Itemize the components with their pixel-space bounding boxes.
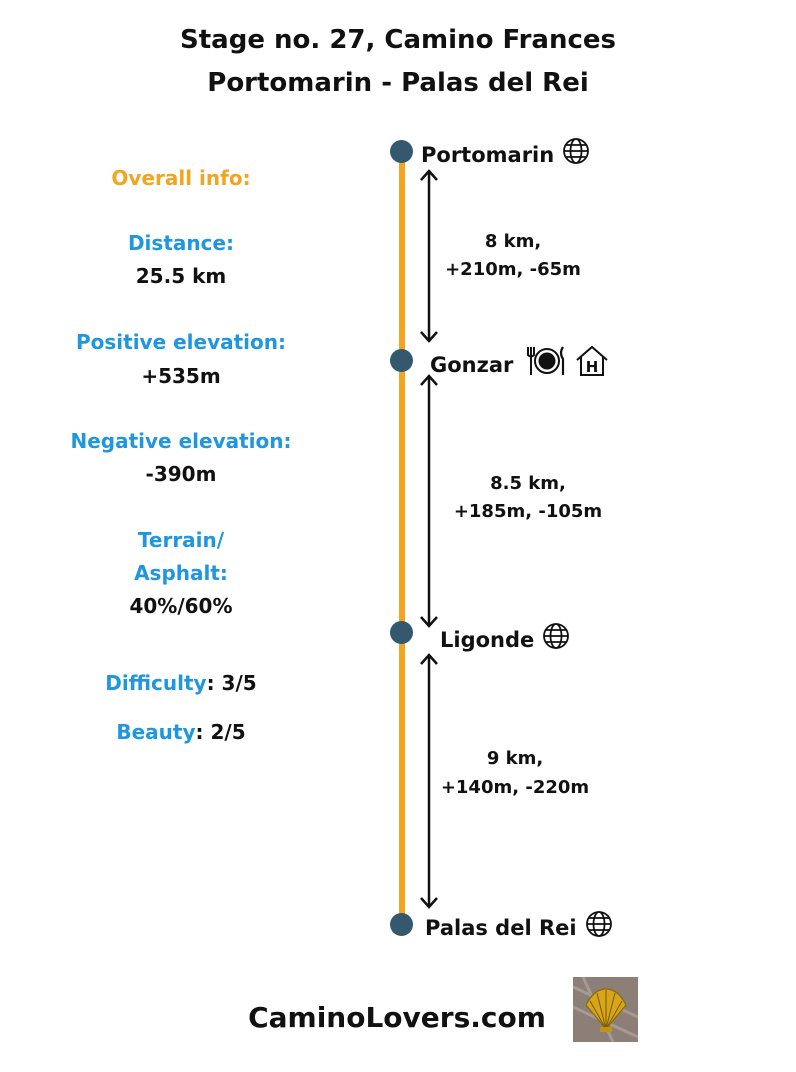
stop-name: Gonzar [430, 352, 514, 377]
route-line [399, 152, 405, 924]
terrain-value: 40%/60% [129, 594, 233, 618]
negative-elevation-label: Negative elevation: [70, 429, 292, 453]
stop-gonzar: Gonzar H [430, 345, 609, 384]
positive-elevation-value: +535m [141, 364, 221, 388]
segment-3-elevation: +140m, -220m [440, 777, 590, 798]
asphalt-label: Asphalt: [134, 561, 228, 585]
difficulty-value: : 3/5 [206, 671, 257, 695]
terrain-label: Terrain/ [137, 528, 225, 552]
stop-dot-palas-del-rei [390, 913, 413, 936]
difficulty-label: Difficulty [105, 671, 207, 695]
beauty-label: Beauty [116, 720, 196, 744]
positive-elevation-label: Positive elevation: [75, 330, 287, 354]
stop-ligonde: Ligonde [440, 622, 570, 657]
footer-site-name: CaminoLovers.com [248, 1001, 546, 1034]
segment-arrow-3 [420, 653, 438, 909]
distance-value: 25.5 km [135, 264, 227, 288]
distance-label: Distance: [127, 231, 235, 255]
scallop-shell-logo [573, 977, 638, 1042]
globe-icon [542, 622, 570, 657]
beauty-row: Beauty: 2/5 [0, 717, 362, 747]
stop-palas-del-rei: Palas del Rei [425, 910, 613, 945]
segment-2-distance: 8.5 km, [490, 473, 566, 494]
difficulty-row: Difficulty: 3/5 [0, 668, 362, 698]
segment-arrow-1 [420, 169, 438, 343]
restaurant-icon [527, 345, 567, 384]
segment-2-elevation: +185m, -105m [453, 501, 603, 522]
globe-icon [562, 137, 590, 172]
segment-arrow-2 [420, 374, 438, 628]
stop-name: Ligonde [440, 627, 535, 652]
globe-icon [585, 910, 613, 945]
stop-dot-portomarin [390, 140, 413, 163]
overall-info-heading: Overall info: [111, 166, 251, 190]
stop-dot-gonzar [390, 349, 413, 372]
segment-3-distance: 9 km, [486, 748, 544, 769]
beauty-value: : 2/5 [195, 720, 246, 744]
stop-portomarin: Portomarin [421, 137, 590, 172]
hostel-icon: H [575, 345, 609, 384]
stop-name: Portomarin [421, 142, 555, 167]
svg-text:H: H [586, 358, 599, 376]
stop-name: Palas del Rei [425, 915, 577, 940]
segment-1-distance: 8 km, [484, 231, 542, 252]
page-title-line-1: Stage no. 27, Camino Frances [180, 25, 616, 55]
page-title-line-2: Portomarin - Palas del Rei [207, 68, 589, 98]
stop-dot-ligonde [390, 621, 413, 644]
negative-elevation-value: -390m [145, 462, 217, 486]
segment-1-elevation: +210m, -65m [445, 259, 581, 280]
